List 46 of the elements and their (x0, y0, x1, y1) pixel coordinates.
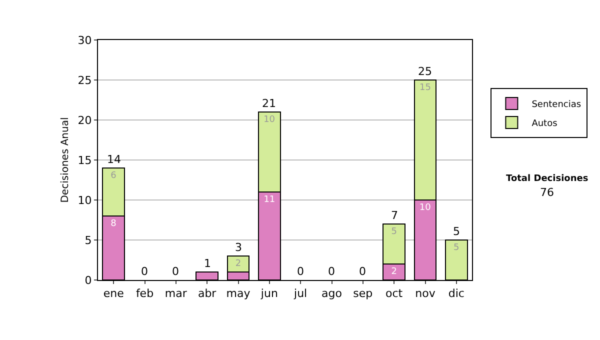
x-tick-label: mar (164, 287, 188, 300)
y-tick-label: 15 (78, 154, 92, 167)
total-label: 0 (297, 265, 304, 278)
total-label: 0 (359, 265, 366, 278)
total-label: 0 (328, 265, 335, 278)
data-label: 8 (110, 219, 117, 229)
total-label: 21 (262, 97, 276, 110)
x-tick-label: sep (353, 287, 373, 300)
total-label: 14 (107, 153, 121, 166)
total-label: 0 (172, 265, 179, 278)
data-label: 6 (110, 171, 117, 181)
y-tick-label: 20 (78, 114, 92, 127)
x-tick-label: ene (103, 287, 124, 300)
total-label: 0 (141, 265, 148, 278)
x-tick-label: jun (260, 287, 278, 300)
x-tick-label: dic (448, 287, 464, 300)
total-label: 3 (235, 241, 242, 254)
x-tick-label: oct (386, 287, 404, 300)
legend-label: Autos (532, 119, 558, 130)
total-label: 7 (391, 209, 398, 222)
x-tick-label: jul (293, 287, 308, 300)
text: Total Decisiones (506, 174, 588, 184)
total-label: 25 (418, 65, 432, 78)
data-label: 15 (420, 83, 431, 93)
data-label: 2 (235, 259, 242, 269)
data-label: 2 (391, 267, 397, 277)
total-label: 5 (453, 225, 460, 238)
x-tick-label: may (226, 287, 251, 300)
data-label: 5 (391, 227, 397, 237)
x-tick-label: feb (136, 287, 154, 300)
y-axis-title: Decisiones Anual (60, 117, 71, 203)
data-label: 10 (419, 203, 432, 213)
total-label: 1 (204, 257, 211, 270)
x-tick-label: ago (322, 287, 342, 300)
data-label: 11 (264, 195, 276, 205)
y-tick-label: 5 (84, 234, 92, 247)
x-tick-label: nov (415, 287, 436, 300)
x-tick-label: abr (198, 287, 217, 300)
data-label: 10 (264, 115, 276, 125)
y-tick-label: 25 (78, 74, 92, 87)
text: 76 (540, 186, 554, 199)
y-tick-label: 10 (78, 194, 92, 207)
legend-label: Sentencias (532, 100, 582, 110)
y-tick-label: 0 (84, 274, 92, 287)
data-label: 5 (454, 243, 460, 253)
y-tick-label: 30 (78, 34, 92, 47)
